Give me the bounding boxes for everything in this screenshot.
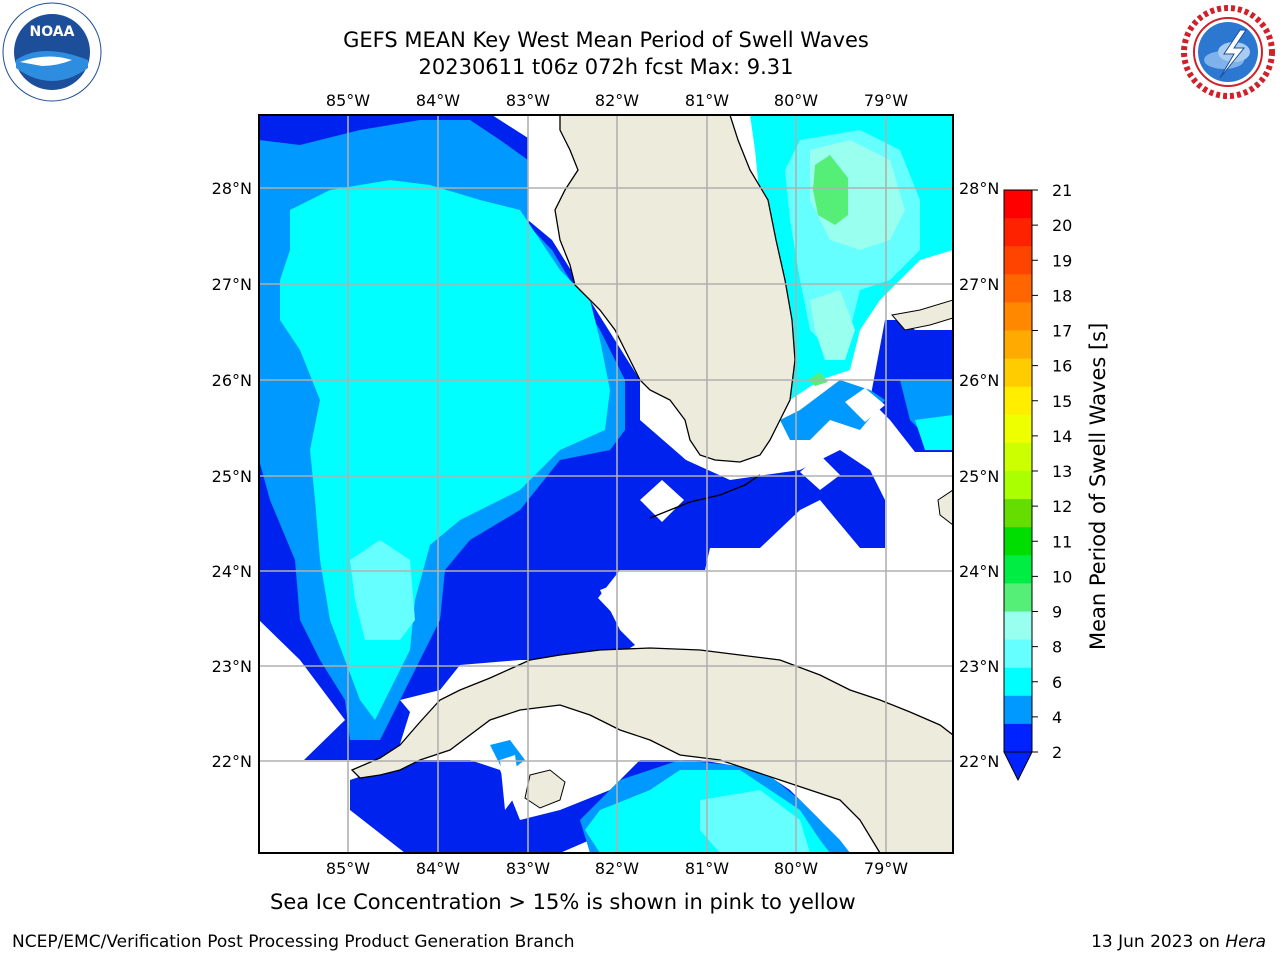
- colorbar-swatch: [1004, 667, 1032, 697]
- colorbar-tick-label: 17: [1052, 322, 1072, 341]
- colorbar-tick-label: 16: [1052, 357, 1072, 376]
- lat-label: 28°N: [959, 179, 999, 198]
- colorbar-swatch: [1004, 386, 1032, 416]
- map-panel: [259, 115, 953, 853]
- lat-label: 22°N: [212, 752, 252, 771]
- lon-label: 79°W: [864, 859, 908, 878]
- colorbar-tick-label: 18: [1052, 286, 1072, 305]
- colorbar-tick-label: 6: [1052, 673, 1062, 692]
- sea-ice-note: Sea Ice Concentration > 15% is shown in …: [270, 890, 856, 914]
- footer-date-text: 13 Jun 2023 on: [1091, 932, 1226, 952]
- footer-host: Hera: [1225, 932, 1266, 952]
- graticule: [259, 115, 953, 853]
- colorbar-tick-label: 14: [1052, 427, 1072, 446]
- colorbar-tick-label: 9: [1052, 603, 1062, 622]
- lat-label: 22°N: [959, 752, 999, 771]
- florida-land: [554, 115, 796, 463]
- colorbar-swatch: [1004, 246, 1032, 275]
- lon-label: 84°W: [416, 859, 460, 878]
- colorbar-tick-label: 11: [1052, 532, 1072, 551]
- lon-label: 80°W: [774, 859, 818, 878]
- lon-label: 85°W: [326, 859, 370, 878]
- bahamas-land: [891, 299, 953, 331]
- andros-land: [937, 489, 953, 526]
- colorbar-swatch: [1004, 274, 1032, 303]
- colorbar-tick-label: 8: [1052, 638, 1062, 657]
- lon-label: 79°W: [864, 91, 908, 110]
- colorbar-tick-label: 19: [1052, 251, 1072, 270]
- map-frame: [258, 114, 954, 854]
- colorbar-swatch: [1004, 611, 1032, 641]
- colorbar-tick-label: 10: [1052, 567, 1072, 586]
- map-subtitle: 20230611 t06z 072h fcst Max: 9.31: [418, 55, 794, 79]
- colorbar-tick-label: 12: [1052, 497, 1072, 516]
- nws-logo: [1180, 4, 1276, 100]
- lon-label: 83°W: [506, 91, 550, 110]
- lat-labels-left: 28°N 27°N 26°N 25°N 24°N 23°N 22°N: [212, 179, 252, 771]
- footer-credit: NCEP/EMC/Verification Post Processing Pr…: [12, 932, 575, 952]
- swell-10-11-region: [808, 155, 848, 386]
- colorbar-tick-label: 15: [1052, 392, 1072, 411]
- colorbar-swatch: [1004, 358, 1032, 388]
- colorbar-swatch: [1004, 723, 1032, 753]
- colorbar-swatch: [1004, 527, 1032, 556]
- colorbar-swatch: [1004, 218, 1032, 247]
- colorbar-swatch: [1004, 330, 1032, 360]
- isla-juventud-land: [524, 769, 566, 809]
- colorbar-tick-label: 21: [1052, 181, 1072, 200]
- lon-label: 82°W: [595, 859, 639, 878]
- lat-labels-right: 28°N 27°N 26°N 25°N 24°N 23°N 22°N: [959, 179, 999, 771]
- colorbar-swatch: [1004, 499, 1032, 528]
- noaa-logo: NOAA: [2, 2, 102, 102]
- lat-label: 26°N: [212, 371, 252, 390]
- colorbar-tick-label: 4: [1052, 708, 1062, 727]
- lat-label: 27°N: [959, 275, 999, 294]
- colorbar-swatch: [1004, 190, 1032, 219]
- lon-label: 84°W: [416, 91, 460, 110]
- colorbar-swatch: [1004, 414, 1032, 444]
- lon-labels-bottom: 85°W 84°W 83°W 82°W 81°W 80°W 79°W: [326, 859, 908, 878]
- lat-label: 27°N: [212, 275, 252, 294]
- map-title: GEFS MEAN Key West Mean Period of Swell …: [343, 28, 869, 52]
- florida-keys: [649, 474, 761, 519]
- noaa-logo-text: NOAA: [30, 24, 75, 40]
- lon-label: 83°W: [506, 859, 550, 878]
- colorbar-extend-arrow: [1003, 751, 1033, 782]
- lon-labels-top: 85°W 84°W 83°W 82°W 81°W 80°W 79°W: [326, 91, 908, 110]
- colorbar-tick-label: 2: [1052, 743, 1062, 762]
- lat-label: 24°N: [212, 562, 252, 581]
- colorbar-swatch: [1004, 302, 1032, 331]
- footer-date: 13 Jun 2023 on Hera: [1091, 932, 1266, 952]
- lat-label: 28°N: [212, 179, 252, 198]
- lat-label: 26°N: [959, 371, 999, 390]
- colorbar-tick-label: 20: [1052, 216, 1072, 235]
- colorbar-swatch: [1004, 555, 1032, 584]
- lat-label: 23°N: [212, 657, 252, 676]
- colorbar-swatch: [1004, 695, 1032, 725]
- colorbar-swatch: [1004, 442, 1032, 472]
- lat-label: 23°N: [959, 657, 999, 676]
- lon-label: 81°W: [685, 91, 729, 110]
- colorbar-tick-label: 13: [1052, 462, 1072, 481]
- colorbar-swatch: [1004, 639, 1032, 669]
- lon-label: 85°W: [326, 91, 370, 110]
- lat-label: 24°N: [959, 562, 999, 581]
- lat-label: 25°N: [959, 467, 999, 486]
- colorbar: 21 20 19 18 17 16 15 14 13 12 11 10 9 8 6 4 2: [1003, 181, 1072, 782]
- lon-label: 81°W: [685, 859, 729, 878]
- colorbar-swatch: [1004, 471, 1032, 500]
- colorbar-title: Mean Period of Swell Waves [s]: [1086, 322, 1110, 650]
- colorbar-swatch: [1004, 583, 1032, 612]
- lon-label: 80°W: [774, 91, 818, 110]
- lon-label: 82°W: [595, 91, 639, 110]
- cuba-land: [350, 647, 953, 853]
- lat-label: 25°N: [212, 467, 252, 486]
